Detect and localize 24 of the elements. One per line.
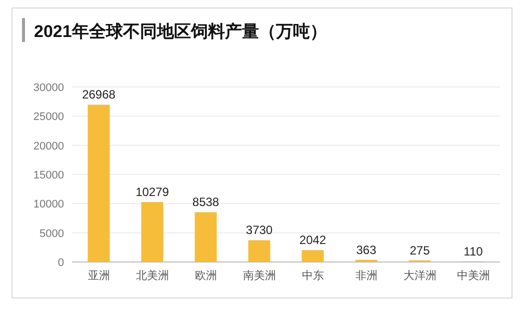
data-label: 275	[410, 243, 430, 258]
y-tick-label: 0	[58, 257, 64, 269]
x-tick-label: 非洲	[355, 269, 378, 282]
x-tick-label: 中美洲	[456, 269, 490, 282]
x-tick-label: 中东	[302, 269, 324, 282]
data-label: 10279	[136, 185, 170, 200]
data-label: 26968	[82, 88, 116, 102]
x-tick-label: 南美洲	[242, 269, 276, 282]
x-tick-label: 北美洲	[136, 269, 169, 282]
y-tick-label: 10000	[33, 198, 64, 211]
x-tick-label: 大洋洲	[403, 269, 436, 282]
data-label: 2042	[299, 233, 326, 248]
data-label: 363	[356, 242, 377, 257]
data-label: 110	[464, 244, 484, 258]
y-tick-label: 15000	[33, 170, 64, 182]
x-tick-label: 欧洲	[194, 269, 217, 282]
chart-title: 2021年全球不同地区饲料产量（万吨）	[34, 22, 327, 41]
y-tick-label: 25000	[33, 111, 64, 124]
data-label: 8538	[192, 195, 220, 210]
y-tick-label: 30000	[33, 82, 64, 94]
data-label: 3730	[246, 223, 273, 238]
y-tick-label: 20000	[33, 140, 64, 152]
x-tick-label: 亚洲	[88, 269, 110, 282]
y-tick-label: 5000	[40, 228, 64, 240]
